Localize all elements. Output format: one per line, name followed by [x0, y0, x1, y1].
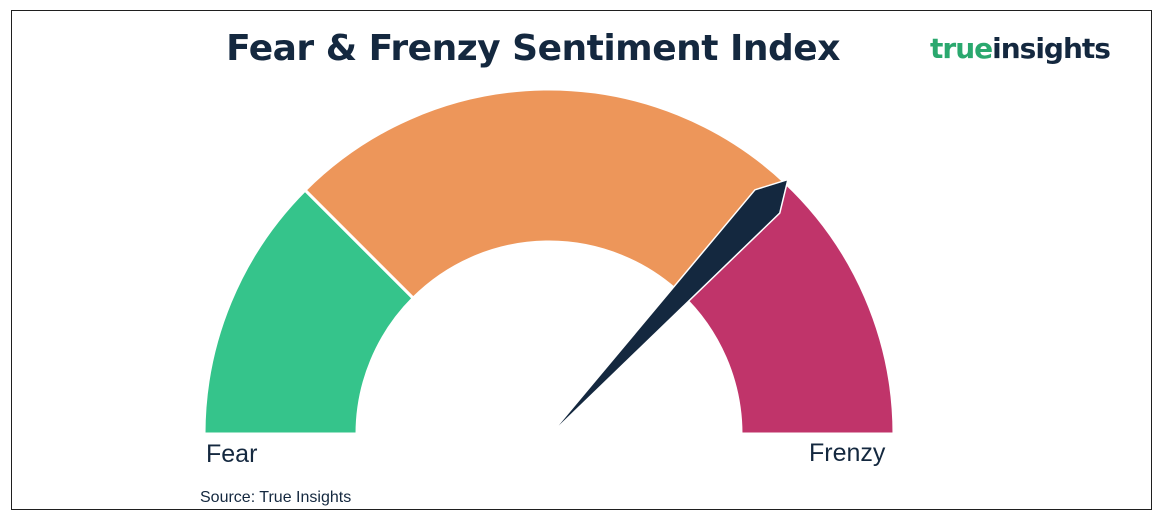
chart-frame: [11, 10, 1152, 510]
source-note: Source: True Insights: [200, 489, 352, 506]
gauge-needle: [548, 178, 789, 437]
gauge-max-label: Frenzy: [809, 439, 886, 467]
brand-logo: trueinsights: [930, 32, 1111, 65]
logo-word-true: true: [930, 32, 993, 65]
gauge-min-label: Fear: [206, 440, 258, 468]
logo-word-insights: insights: [992, 32, 1111, 65]
gauge-segment-2: [302, 87, 788, 301]
chart-title: Fear & Frenzy Sentiment Index: [226, 28, 840, 69]
